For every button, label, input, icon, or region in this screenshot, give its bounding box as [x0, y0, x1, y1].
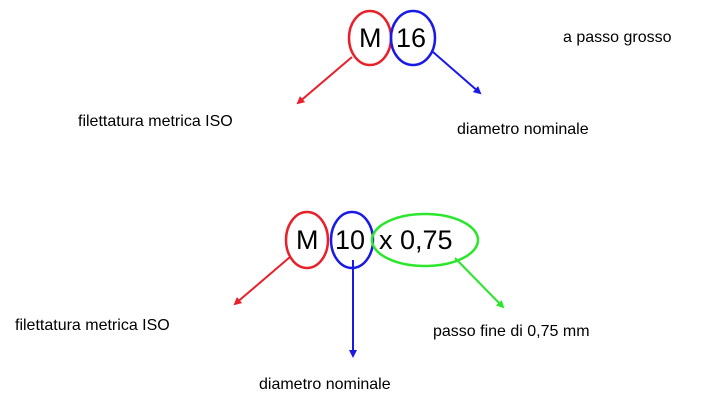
nominal-diameter-label-fine: diametro nominale	[259, 376, 391, 393]
thread-symbol-fine: M	[296, 225, 319, 255]
thread-diameter-coarse: 16	[396, 23, 427, 53]
symbol-arrow-fine	[233, 256, 291, 306]
iso-metric-label-coarse: filettatura metrica ISO	[78, 113, 233, 130]
coarse-pitch-label: a passo grosso	[563, 29, 672, 46]
thread-diameter-fine: 10	[335, 225, 366, 255]
nominal-diameter-label-coarse: diametro nominale	[457, 121, 589, 138]
symbol-ellipse-fine	[284, 210, 330, 270]
pitch-arrow-fine	[454, 257, 505, 309]
iso-metric-label-fine: filettatura metrica ISO	[15, 317, 170, 334]
diameter-arrow-coarse	[432, 51, 482, 95]
pitch-ellipse-fine	[370, 212, 480, 268]
thread-pitch-fine: x 0,75	[379, 225, 453, 255]
fine-pitch-label: passo fine di 0,75 mm	[433, 323, 590, 340]
diameter-ellipse-coarse	[389, 9, 437, 67]
thread-symbol-coarse: M	[359, 23, 382, 53]
symbol-arrow-coarse	[296, 56, 353, 105]
